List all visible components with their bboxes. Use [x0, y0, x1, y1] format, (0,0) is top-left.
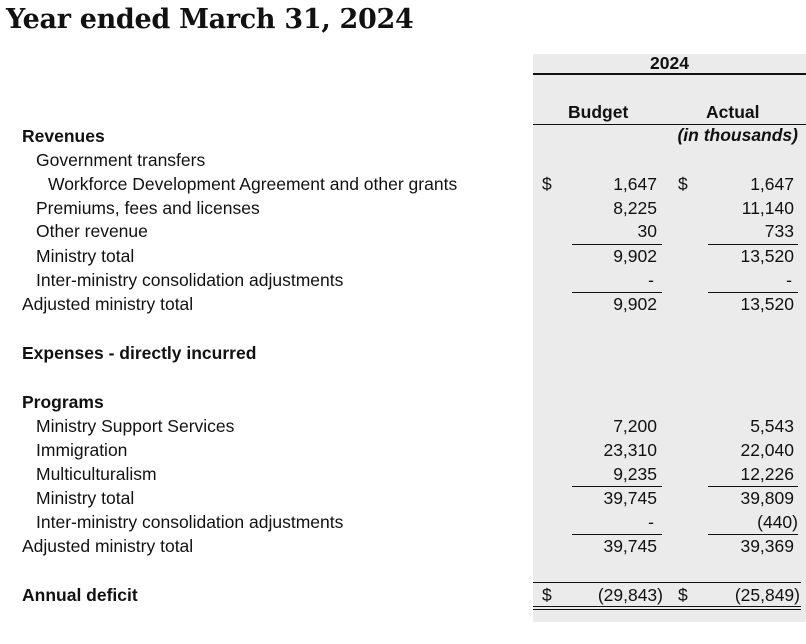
actual-value: 22,040 — [740, 440, 794, 460]
page-title: Year ended March 31, 2024 — [6, 4, 414, 35]
budget-value: 23,310 — [603, 440, 657, 460]
row-label: Other revenue — [36, 221, 148, 241]
subtotal-rule — [572, 486, 662, 487]
deficit-top-rule — [533, 582, 801, 583]
actual-value: 733 — [764, 221, 794, 241]
total-rule — [572, 292, 662, 293]
budget-value: 9,235 — [613, 464, 657, 484]
budget-value: - — [648, 512, 654, 532]
actual-value: 39,369 — [740, 536, 794, 556]
currency-symbol: $ — [542, 174, 552, 194]
budget-value: 7,200 — [613, 416, 657, 436]
subtotal-rule — [572, 244, 662, 245]
deficit-double-rule-2 — [533, 609, 801, 610]
budget-value: 30 — [637, 221, 657, 241]
year-header: 2024 — [650, 53, 689, 73]
row-label: Ministry Support Services — [36, 416, 235, 436]
actual-value: 39,809 — [740, 488, 794, 508]
row-label: Inter-ministry consolidation adjustments — [36, 270, 344, 290]
total-rule — [708, 534, 798, 535]
budget-value: 1,647 — [613, 174, 657, 194]
deficit-double-rule-1 — [533, 606, 801, 607]
subtotal-rule — [708, 244, 798, 245]
budget-value: - — [648, 270, 654, 290]
total-rule — [572, 534, 662, 535]
row-label: Ministry total — [36, 246, 135, 266]
actual-value: (440) — [757, 512, 798, 532]
row-label: Immigration — [36, 440, 128, 460]
actual-value: 11,140 — [741, 198, 794, 218]
deficit-budget-value: (29,843) — [597, 585, 663, 605]
units-header: (in thousands) — [677, 125, 798, 145]
row-label: Premiums, fees and licenses — [36, 198, 260, 218]
actual-header: Actual — [706, 102, 760, 122]
actual-value: 12,226 — [740, 464, 794, 484]
budget-value: 9,902 — [613, 294, 657, 314]
revenues-heading: Revenues — [22, 126, 105, 146]
column-header-rule — [533, 124, 806, 125]
total-rule — [708, 292, 798, 293]
currency-symbol: $ — [678, 174, 688, 194]
row-label: Ministry total — [36, 488, 135, 508]
budget-value: 9,902 — [613, 246, 657, 266]
year-header-rule — [533, 73, 806, 75]
row-label: Inter-ministry consolidation adjustments — [36, 512, 344, 532]
budget-value: 39,745 — [603, 488, 657, 508]
subtotal-rule — [708, 486, 798, 487]
actual-value: 13,520 — [740, 294, 794, 314]
budget-value: 8,225 — [613, 198, 657, 218]
data-column-shading — [533, 54, 806, 622]
deficit-label: Annual deficit — [22, 585, 138, 605]
expenses-heading: Expenses - directly incurred — [22, 343, 257, 363]
row-label: Multiculturalism — [36, 464, 157, 484]
row-label: Adjusted ministry total — [22, 294, 194, 314]
currency-symbol: $ — [542, 585, 552, 605]
actual-value: 13,520 — [740, 246, 794, 266]
actual-value: 1,647 — [750, 174, 794, 194]
budget-value: 39,745 — [603, 536, 657, 556]
actual-value: - — [786, 270, 792, 290]
currency-symbol: $ — [678, 585, 688, 605]
government-transfers-label: Government transfers — [36, 150, 206, 170]
programs-heading: Programs — [22, 392, 104, 412]
deficit-actual-value: (25,849) — [734, 585, 800, 605]
row-label: Adjusted ministry total — [22, 536, 194, 556]
budget-header: Budget — [568, 102, 629, 122]
row-label: Workforce Development Agreement and othe… — [48, 174, 458, 194]
actual-value: 5,543 — [750, 416, 794, 436]
